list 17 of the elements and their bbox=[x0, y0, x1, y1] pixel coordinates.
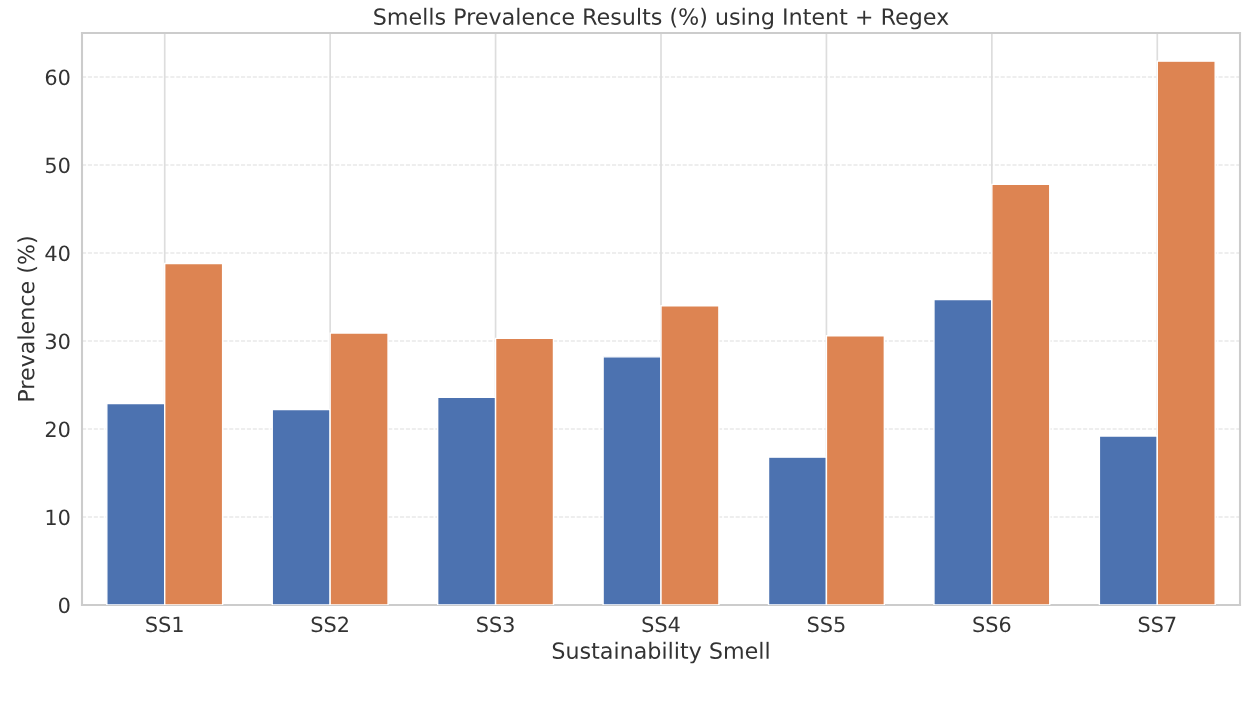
x-tick-label: SS1 bbox=[146, 616, 183, 633]
x-tick-label: SS6 bbox=[973, 616, 1011, 633]
y-tick-label: 50 bbox=[45, 157, 70, 174]
x-tick-label: SS4 bbox=[642, 616, 680, 633]
y-tick-label: 10 bbox=[46, 509, 70, 526]
y-tick-label: 60 bbox=[45, 69, 70, 86]
x-tick-label: SS3 bbox=[477, 616, 514, 633]
y-tick-label: 30 bbox=[45, 333, 70, 350]
x-axis-title: Sustainability Smell bbox=[552, 641, 769, 664]
y-tick-label: 40 bbox=[45, 245, 70, 262]
x-tick-label: SS7 bbox=[1138, 616, 1176, 633]
chart-title: Smells Prevalence Results (%) using Intent + Regex bbox=[374, 7, 949, 30]
y-tick-label: 0 bbox=[59, 597, 70, 614]
y-axis-title: Prevalence (%) bbox=[17, 237, 38, 401]
y-tick-label: 20 bbox=[45, 421, 70, 438]
x-tick-label: SS2 bbox=[311, 616, 348, 633]
x-tick-label: SS5 bbox=[807, 616, 845, 633]
